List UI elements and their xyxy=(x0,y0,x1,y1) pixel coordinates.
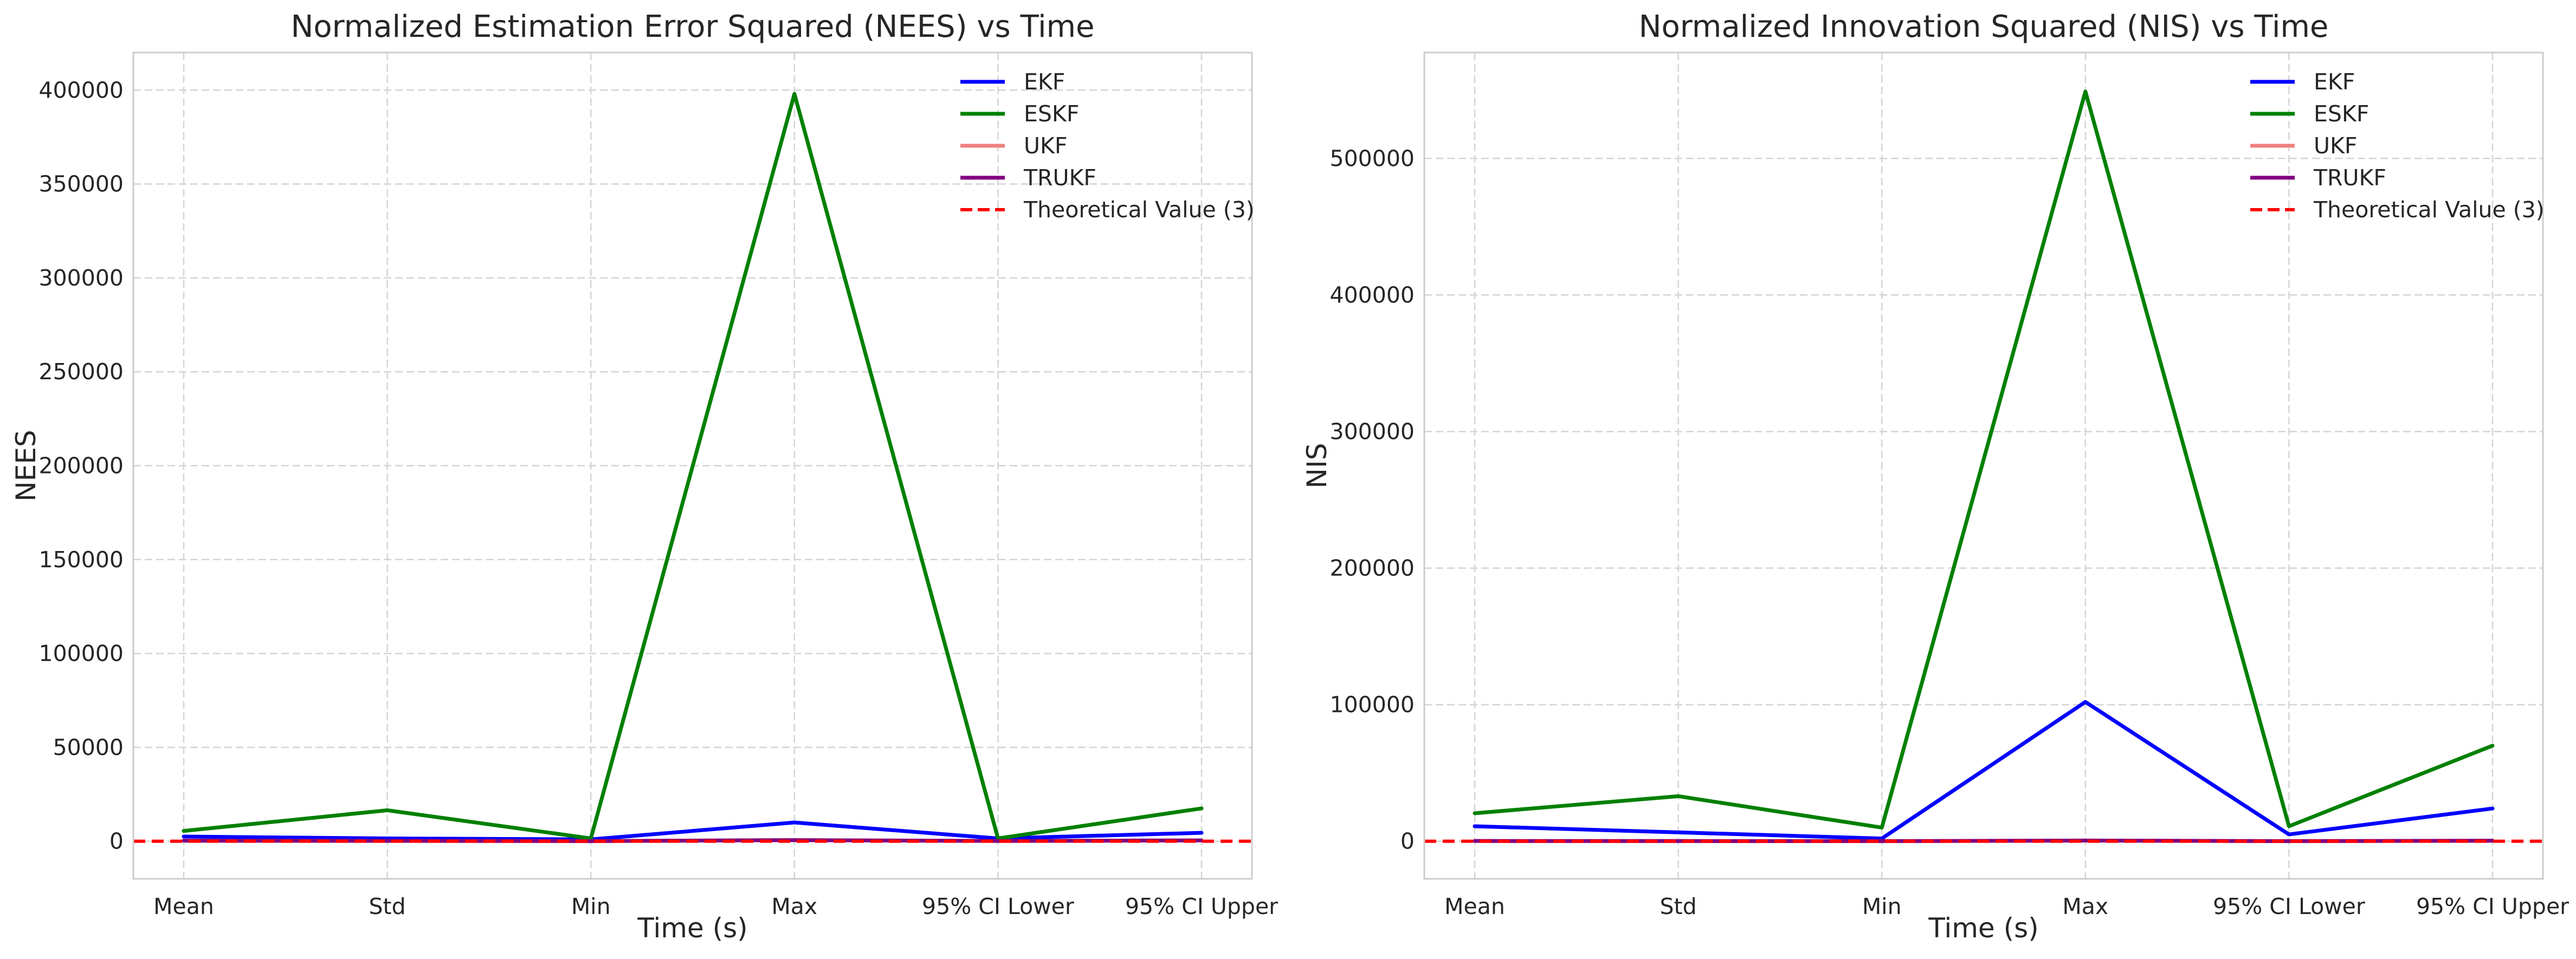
y-tick-label: 350000 xyxy=(38,171,124,197)
y-tick-label: 250000 xyxy=(38,359,124,385)
x-tick-label: Min xyxy=(1862,893,1902,919)
x-tick-label: Mean xyxy=(1444,893,1505,919)
chart-title: Normalized Innovation Squared (NIS) vs T… xyxy=(1639,9,2329,44)
x-tick-label: Max xyxy=(771,893,817,919)
x-axis-label: Time (s) xyxy=(1928,912,2038,944)
plot-frame xyxy=(132,51,1253,880)
chart-panel-1: Mean Std Min Max 95% CI Lower 95% CI Upper 0 50… xyxy=(10,9,1278,944)
chart-title: Normalized Estimation Error Squared (NEE… xyxy=(290,9,1094,44)
y-tick-label: 0 xyxy=(109,828,124,854)
series-line-eskf xyxy=(182,92,1204,840)
y-axis-label: NIS xyxy=(1301,443,1333,489)
y-tick-label: 400000 xyxy=(38,77,124,103)
legend-label: UKF xyxy=(2314,133,2357,159)
legend-label: TRUKF xyxy=(2313,165,2386,191)
y-tick-label: 300000 xyxy=(38,265,124,291)
series-line-ekf xyxy=(182,820,1204,841)
legend-label: ESKF xyxy=(2314,101,2369,127)
x-tick-label: Std xyxy=(369,893,406,919)
y-axis-label: NEES xyxy=(10,430,42,501)
x-tick-label: 95% CI Upper xyxy=(1125,893,1278,919)
y-tick-label: 50000 xyxy=(53,734,124,760)
y-tick-label: 200000 xyxy=(1329,555,1415,581)
x-tick-label: 95% CI Lower xyxy=(922,893,1074,919)
x-tick-label: Min xyxy=(571,893,611,919)
x-tick-label: Std xyxy=(1660,893,1697,919)
y-tick-label: 300000 xyxy=(1329,418,1415,444)
x-tick-label: Mean xyxy=(153,893,214,919)
legend-label: TRUKF xyxy=(1023,165,1096,191)
legend: EKF ESKF UKF TRUKF Theoretical Value (3) xyxy=(2250,69,2545,223)
legend-label: EKF xyxy=(2314,69,2355,95)
y-tick-label: 500000 xyxy=(1329,145,1415,171)
plot-frame xyxy=(1423,51,2544,880)
series-line-eskf xyxy=(1473,89,2495,830)
series-line-ekf xyxy=(1473,700,2495,841)
legend-label: Theoretical Value (3) xyxy=(1023,197,1255,223)
x-tick-label: Max xyxy=(2062,893,2108,919)
x-tick-label: 95% CI Lower xyxy=(2213,893,2365,919)
y-tick-label: 100000 xyxy=(38,640,124,666)
x-tick-label: 95% CI Upper xyxy=(2416,893,2569,919)
y-tick-label: 400000 xyxy=(1329,282,1415,308)
legend-label: EKF xyxy=(1024,69,1065,95)
legend-label: UKF xyxy=(1024,133,1067,159)
y-tick-label: 0 xyxy=(1400,828,1415,854)
y-tick-label: 100000 xyxy=(1329,692,1415,718)
y-tick-label: 150000 xyxy=(38,547,124,573)
chart-panel-2: Mean Std Min Max 95% CI Lower 95% CI Upper 0 10… xyxy=(1301,9,2569,944)
x-axis-label: Time (s) xyxy=(637,912,747,944)
legend: EKF ESKF UKF TRUKF Theoretical Value (3) xyxy=(960,69,1255,223)
legend-label: ESKF xyxy=(1024,101,1079,127)
legend-label: Theoretical Value (3) xyxy=(2313,197,2545,223)
y-tick-label: 200000 xyxy=(38,453,124,479)
